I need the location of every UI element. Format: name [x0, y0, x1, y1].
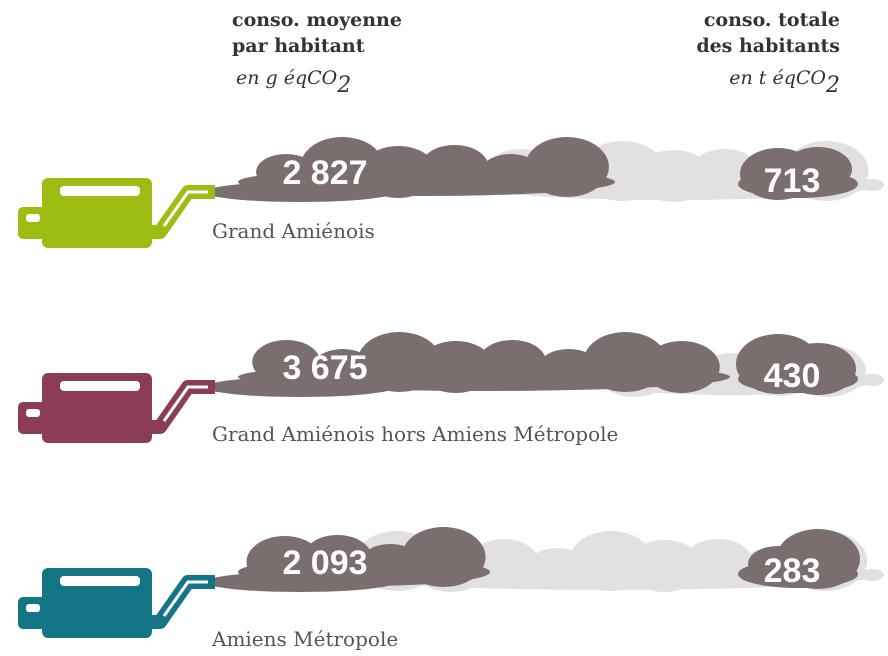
average-value: 2 093 — [282, 544, 367, 582]
row: Grand Amiénois hors Amiens Métropole 3 67… — [18, 332, 884, 446]
row-label: Grand Amiénois — [212, 219, 375, 243]
tank-bar — [60, 381, 140, 391]
infographic: conso. moyenne par habitant en g éqCO2 c… — [0, 0, 888, 656]
cloud-part — [644, 341, 720, 393]
average-value: 3 675 — [282, 349, 367, 387]
row-label: Grand Amiénois hors Amiens Métropole — [212, 422, 618, 446]
header-line: conso. moyenne — [232, 9, 402, 31]
header-line: par habitant — [232, 35, 365, 57]
tank-knob — [26, 409, 40, 417]
cloud-part — [860, 374, 884, 386]
unit-text: en g éqCO — [236, 67, 338, 89]
tank-side — [18, 402, 46, 434]
total-value: 713 — [764, 162, 821, 200]
cloud-part — [860, 179, 884, 191]
total-value: 283 — [764, 552, 821, 590]
total-value: 430 — [764, 357, 821, 395]
average-value: 2 827 — [282, 154, 367, 192]
tank-knob — [26, 604, 40, 612]
row: Grand Amiénois 2 827 713 — [18, 137, 884, 248]
row-label: Amiens Métropole — [211, 627, 398, 651]
header-left: conso. moyenne par habitant en g éqCO2 — [232, 9, 402, 98]
tank-side — [18, 207, 46, 239]
tank-bar — [60, 186, 140, 196]
unit-text: en t éqCO — [729, 67, 826, 89]
cloud-part — [525, 137, 609, 197]
cloud-part — [478, 340, 546, 384]
cloud-part — [402, 527, 486, 587]
header-unit: en g éqCO2 — [236, 67, 351, 98]
header-line: des habitants — [696, 35, 840, 57]
header-unit: en t éqCO2 — [729, 67, 840, 98]
header-right: conso. totale des habitants en t éqCO2 — [696, 9, 840, 98]
row: Amiens Métropole 2 093 283 — [18, 527, 884, 651]
tank-side — [18, 597, 46, 629]
tank-bar — [60, 576, 140, 586]
tank-knob — [26, 214, 40, 222]
unit-subscript: 2 — [336, 73, 351, 98]
unit-subscript: 2 — [825, 73, 840, 98]
cloud-part — [421, 145, 489, 189]
cloud-part — [860, 569, 884, 581]
header-line: conso. totale — [704, 9, 840, 31]
